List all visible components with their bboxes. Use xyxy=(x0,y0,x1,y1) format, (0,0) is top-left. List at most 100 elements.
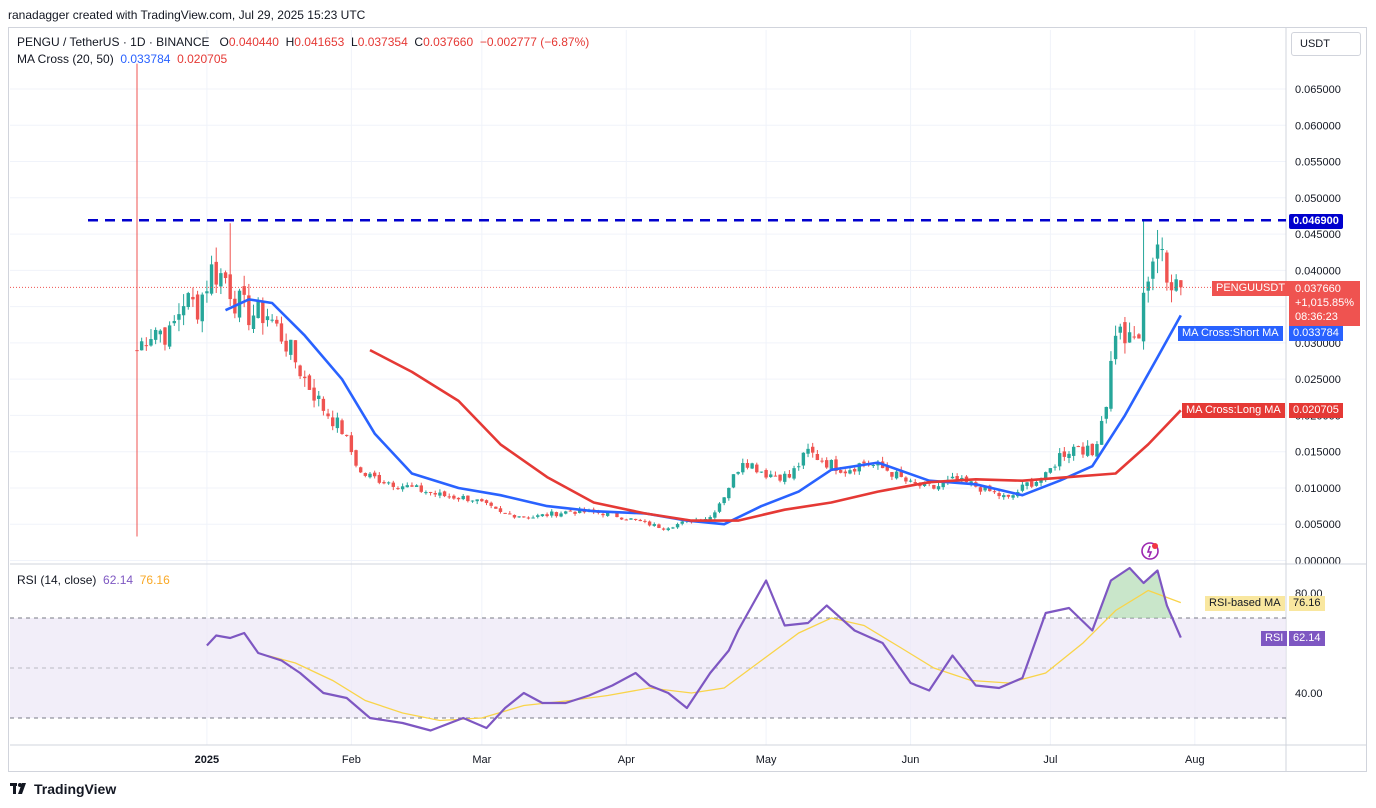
candle-body xyxy=(442,491,447,497)
candle-body xyxy=(1123,322,1127,344)
candle-body xyxy=(629,518,633,520)
time-axis-tick: Jul xyxy=(1043,754,1057,766)
candle-body xyxy=(717,503,722,512)
candle-body xyxy=(298,365,302,377)
candle-body xyxy=(228,274,232,300)
ma-legend[interactable]: MA Cross (20, 50) 0.033784 0.020705 xyxy=(17,52,227,66)
candle-body xyxy=(433,493,437,495)
candle-body xyxy=(317,395,321,399)
candle-body xyxy=(661,528,666,530)
attribution-text: ranadagger created with TradingView.com,… xyxy=(8,8,366,22)
candle-body xyxy=(494,506,498,509)
candle-body xyxy=(1099,420,1104,445)
rsi-overbought-fill xyxy=(1097,568,1172,618)
candle-body xyxy=(834,459,838,471)
candle-body xyxy=(741,463,745,473)
candle-body xyxy=(186,293,190,308)
countdown-value: 08:36:23 xyxy=(1295,311,1338,323)
candle-body xyxy=(466,495,470,502)
candle-body xyxy=(559,513,563,517)
candle-body xyxy=(447,496,451,498)
candle-body xyxy=(489,502,493,506)
candle-body xyxy=(158,330,162,335)
ma-short-line xyxy=(224,298,1182,526)
candles-group xyxy=(135,63,1183,537)
candle-body xyxy=(731,474,736,488)
candle-body xyxy=(1160,249,1164,251)
candle-body xyxy=(419,485,423,492)
candle-body xyxy=(512,514,517,518)
tradingview-brand: TradingView xyxy=(34,781,117,797)
chart-frame xyxy=(8,27,1367,772)
symbol-title[interactable]: PENGU / TetherUS · 1D · BINANCE xyxy=(17,35,210,49)
time-axis-tick: Apr xyxy=(618,754,635,766)
rsi-label[interactable]: RSI (14, close) xyxy=(17,573,97,587)
candle-body xyxy=(708,517,712,520)
candle-body xyxy=(470,500,475,502)
candle-body xyxy=(144,345,149,347)
candle-body xyxy=(480,499,484,502)
candle-body xyxy=(820,460,824,462)
candle-body xyxy=(177,314,181,320)
candle-body xyxy=(335,417,340,429)
price-axis-tick: 0.065000 xyxy=(1295,84,1341,96)
candle-body xyxy=(745,462,750,468)
rsi-value-tag: 62.14 xyxy=(1289,631,1325,646)
rsi-label-tag: RSI xyxy=(1261,631,1288,646)
candle-body xyxy=(806,448,810,454)
candle-body xyxy=(638,519,642,522)
tradingview-logo[interactable]: TradingView xyxy=(10,781,116,797)
candle-body xyxy=(293,340,298,363)
ma-label[interactable]: MA Cross (20, 50) xyxy=(17,52,114,66)
candle-body xyxy=(783,473,787,482)
candle-body xyxy=(871,465,875,467)
candle-body xyxy=(1076,446,1081,448)
candle-body xyxy=(605,511,610,516)
candle-body xyxy=(368,473,372,478)
high-label: H xyxy=(285,35,295,49)
candle-body xyxy=(936,486,941,490)
ma-short-value: 0.033784 xyxy=(120,52,171,66)
candle-body xyxy=(358,467,363,473)
short-ma-label-tag: MA Cross:Short MA xyxy=(1178,326,1283,341)
ma-long-line xyxy=(369,348,1182,522)
candle-body xyxy=(573,511,577,514)
candle-body xyxy=(223,272,228,279)
candle-body xyxy=(950,476,955,479)
candle-body xyxy=(787,474,792,478)
time-axis-tick: Aug xyxy=(1185,754,1205,766)
candle-body xyxy=(647,521,652,526)
candle-body xyxy=(414,485,419,487)
alert-clock-icon[interactable] xyxy=(1140,541,1160,561)
ma-long-value: 0.020705 xyxy=(177,52,228,66)
candle-body xyxy=(372,472,377,477)
candle-body xyxy=(824,460,829,468)
candle-body xyxy=(307,375,312,390)
price-axis-tick: 0.050000 xyxy=(1295,193,1341,205)
resistance-price-tag: 0.046900 xyxy=(1289,214,1343,229)
rsi-legend[interactable]: RSI (14, close) 62.14 76.16 xyxy=(17,573,170,587)
candle-body xyxy=(759,471,764,473)
candle-body xyxy=(722,497,726,504)
currency-button[interactable]: USDT xyxy=(1291,32,1361,56)
candle-body xyxy=(736,472,740,474)
candle-body xyxy=(1104,406,1108,419)
candle-body xyxy=(769,474,773,478)
symbol-legend[interactable]: PENGU / TetherUS · 1D · BINANCE O0.04044… xyxy=(17,35,589,49)
rsi-band xyxy=(10,618,1286,718)
candle-body xyxy=(1085,445,1090,456)
candle-body xyxy=(992,491,997,493)
candle-body xyxy=(279,323,284,342)
price-axis-tick: 0.045000 xyxy=(1295,229,1341,241)
candle-body xyxy=(750,463,754,469)
candle-body xyxy=(377,474,382,483)
candle-body xyxy=(904,477,908,482)
last-price-tag: 0.037660 +1,015.85% 08:36:23 xyxy=(1289,281,1361,326)
candle-body xyxy=(554,512,559,517)
candle-body xyxy=(484,500,489,504)
candle-body xyxy=(540,514,545,517)
candle-body xyxy=(983,485,987,491)
tradingview-logo-icon xyxy=(10,783,26,794)
candle-body xyxy=(852,468,857,472)
